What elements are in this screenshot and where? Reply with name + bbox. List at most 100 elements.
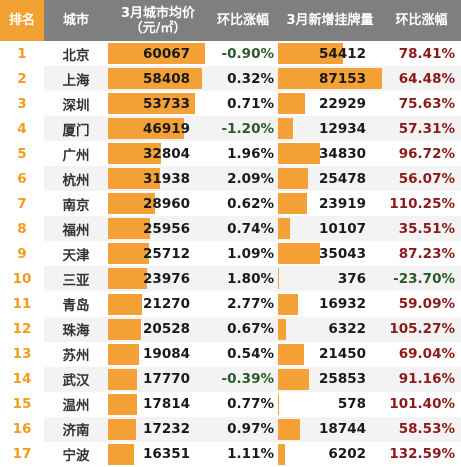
listings-value: 12934 xyxy=(319,120,366,137)
listings-cell: 22929 xyxy=(278,91,382,116)
price-bar xyxy=(108,443,135,465)
price-bar xyxy=(108,393,137,415)
price-value: 19084 xyxy=(143,346,190,363)
price-bar xyxy=(108,268,147,290)
listings-value: 35043 xyxy=(319,245,366,262)
rank-cell: 2 xyxy=(0,66,44,92)
price-change-cell: -1.20% xyxy=(221,120,274,137)
price-bar xyxy=(108,293,143,315)
price-cell: 20528 xyxy=(108,317,208,342)
table-row: 2 上海 58408 0.32% 87153 64.48% xyxy=(0,66,461,92)
city-cell: 南京 xyxy=(62,197,90,214)
listings-change-cell: 64.48% xyxy=(398,70,455,87)
table-row: 6 杭州 31938 2.09% 25478 56.07% xyxy=(0,166,461,192)
listings-cell: 6202 xyxy=(278,442,382,467)
city-cell: 上海 xyxy=(62,72,90,89)
rank-cell: 7 xyxy=(0,191,44,217)
price-value: 46919 xyxy=(143,120,190,137)
table-header: 排名 城市 3月城市均价 （元/㎡） 环比涨幅 3月新增挂牌量 环比涨幅 xyxy=(0,0,461,41)
table-row: 17 宁波 16351 1.11% 6202 132.59% xyxy=(0,441,461,467)
city-cell: 杭州 xyxy=(62,172,90,189)
header-rank: 排名 xyxy=(0,0,44,41)
header-city: 城市 xyxy=(44,0,108,41)
price-value: 60067 xyxy=(143,45,190,62)
price-value: 28960 xyxy=(143,195,190,212)
price-cell: 17814 xyxy=(108,392,208,417)
table-row: 14 武汉 17770 -0.39% 25853 91.16% xyxy=(0,366,461,392)
listings-cell: 87153 xyxy=(278,66,382,91)
price-bar xyxy=(108,343,139,365)
rank-cell: 17 xyxy=(0,441,44,467)
listings-change-cell: 75.63% xyxy=(398,95,455,112)
listings-change-cell: 69.04% xyxy=(398,346,455,363)
city-cell: 苏州 xyxy=(62,348,90,365)
price-change-cell: 2.09% xyxy=(227,170,274,187)
header-listings-change-label: 环比涨幅 xyxy=(395,13,448,28)
listings-value: 16932 xyxy=(319,296,366,312)
price-cell: 32804 xyxy=(108,141,208,166)
price-bar xyxy=(108,218,150,240)
city-cell: 武汉 xyxy=(62,373,90,390)
table-row: 5 广州 32804 1.96% 34830 96.72% xyxy=(0,141,461,167)
header-rank-label: 排名 xyxy=(8,13,35,28)
listings-bar xyxy=(278,443,286,465)
table-row: 1 北京 60067 -0.90% 54412 78.41% xyxy=(0,41,461,66)
price-bar xyxy=(108,43,205,64)
listings-cell: 376 xyxy=(278,266,382,291)
table-row: 13 苏州 19084 0.54% 21450 69.04% xyxy=(0,341,461,367)
rank-cell: 15 xyxy=(0,391,44,417)
rank-cell: 8 xyxy=(0,216,44,242)
price-cell: 23976 xyxy=(108,266,208,291)
price-bar xyxy=(108,118,184,140)
listings-bar xyxy=(278,93,306,115)
price-cell: 21270 xyxy=(108,292,208,317)
listings-value: 25853 xyxy=(319,371,366,388)
rank-cell: 3 xyxy=(0,91,44,117)
header-price-unit: （元/㎡） xyxy=(129,20,187,36)
price-change-cell: 0.77% xyxy=(227,396,274,413)
listings-value: 87153 xyxy=(319,70,366,87)
header-price-change-label: 环比涨幅 xyxy=(216,13,269,28)
table-row: 16 济南 17232 0.97% 18744 58.53% xyxy=(0,416,461,442)
listings-value: 23919 xyxy=(319,195,366,212)
price-change-cell: 0.54% xyxy=(227,346,274,363)
price-bar xyxy=(108,68,203,90)
city-cell: 三亚 xyxy=(62,272,90,289)
listings-change-cell: 56.07% xyxy=(398,170,455,187)
price-cell: 28960 xyxy=(108,191,208,216)
listings-change-cell: -23.70% xyxy=(393,270,455,287)
listings-cell: 16932 xyxy=(278,292,382,317)
listings-bar xyxy=(278,368,309,390)
price-value: 17770 xyxy=(143,371,190,388)
price-change-cell: 0.62% xyxy=(227,195,274,212)
listings-value: 25478 xyxy=(319,170,366,187)
table-row: 8 福州 25956 0.74% 10107 35.51% xyxy=(0,216,461,242)
city-cell: 温州 xyxy=(62,398,90,415)
listings-bar xyxy=(278,118,294,140)
header-listings-label: 3月新增挂牌量 xyxy=(286,13,374,28)
listings-cell: 578 xyxy=(278,392,382,417)
listings-change-cell: 35.51% xyxy=(398,220,455,237)
price-cell: 60067 xyxy=(108,41,208,66)
listings-change-cell: 101.40% xyxy=(389,396,455,413)
listings-bar xyxy=(278,168,309,190)
price-value: 31938 xyxy=(143,170,190,187)
price-change-cell: 1.09% xyxy=(227,245,274,262)
listings-bar xyxy=(278,418,301,440)
rank-cell: 13 xyxy=(0,341,44,367)
listings-value: 18744 xyxy=(319,421,366,438)
price-cell: 25712 xyxy=(108,241,208,266)
listings-cell: 6322 xyxy=(278,317,382,342)
header-listings: 3月新增挂牌量 xyxy=(278,0,382,41)
price-cell: 58408 xyxy=(108,66,208,91)
price-value: 25712 xyxy=(143,245,190,262)
rank-cell: 4 xyxy=(0,116,44,142)
rank-cell: 1 xyxy=(0,41,44,66)
city-cell: 福州 xyxy=(62,222,90,239)
price-bar xyxy=(108,143,161,165)
rank-cell: 14 xyxy=(0,366,44,392)
listings-bar xyxy=(278,393,279,415)
rank-cell: 12 xyxy=(0,316,44,342)
price-cell: 19084 xyxy=(108,342,208,367)
listings-cell: 54412 xyxy=(278,41,382,66)
